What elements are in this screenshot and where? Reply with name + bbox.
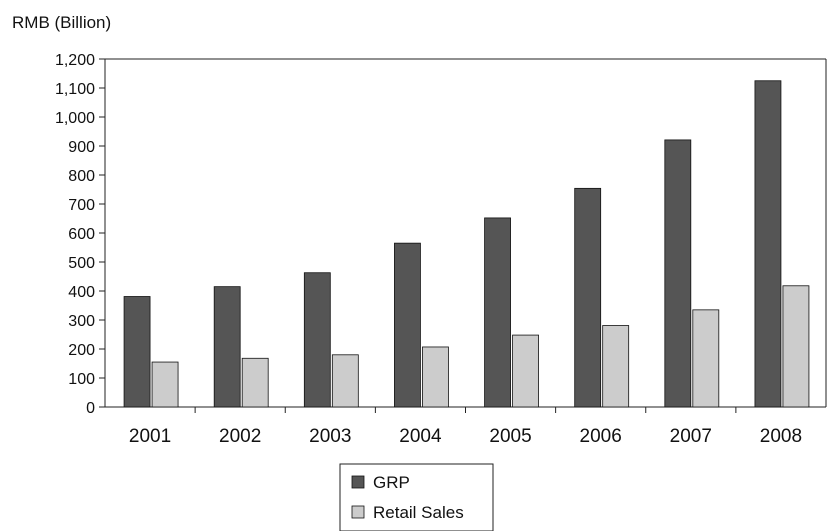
- grp-bar-2004: [394, 242, 421, 408]
- retail-sales-bar-2003: [331, 354, 359, 408]
- legend-swatch: [351, 505, 365, 519]
- x-tick-label: 2003: [309, 426, 351, 447]
- retail-sales-bar-2006: [602, 325, 630, 408]
- x-tick-label: 2007: [670, 426, 712, 447]
- grp-bar-2007: [664, 139, 692, 408]
- x-tick-label: 2001: [129, 426, 171, 447]
- x-axis-ticks: [194, 407, 737, 413]
- y-tick-label: 900: [68, 139, 95, 156]
- y-tick-label: 1,100: [55, 81, 95, 98]
- y-unit-label: RMB (Billion): [12, 13, 111, 32]
- grp-bar-2005: [484, 217, 511, 408]
- retail-sales-bar-2007: [692, 309, 720, 408]
- bars: [123, 80, 810, 408]
- x-tick-label: 2006: [580, 426, 622, 447]
- grp-bar-2008: [754, 80, 782, 408]
- x-tick-label: 2005: [489, 426, 531, 447]
- y-tick-label: 800: [68, 168, 95, 185]
- x-tick-label: 2002: [219, 426, 261, 447]
- retail-sales-bar-2004: [422, 346, 449, 408]
- retail-sales-bar-2002: [241, 357, 269, 408]
- retail-sales-bar-2005: [512, 334, 539, 408]
- legend-box: [339, 463, 494, 531]
- y-tick-label: 1,000: [55, 110, 95, 127]
- y-tick-label: 200: [68, 342, 95, 359]
- grp-bar-2006: [574, 187, 602, 408]
- y-tick-label: 100: [68, 371, 95, 388]
- grp-bar-2003: [303, 272, 331, 408]
- legend-label: Retail Sales: [373, 503, 464, 522]
- legend-swatch: [351, 475, 365, 489]
- y-tick-label: 700: [68, 197, 95, 214]
- y-tick-label: 300: [68, 313, 95, 330]
- y-tick-label: 400: [68, 284, 95, 301]
- y-tick-label: 600: [68, 226, 95, 243]
- grp-bar-2002: [213, 286, 241, 408]
- retail-sales-bar-2001: [151, 361, 179, 408]
- legend: GRP Retail Sales: [339, 463, 494, 531]
- y-tick-label: 1,200: [55, 52, 95, 69]
- y-axis-ticks: 0 100 200 300 400 500 600 700 800 900 1,000 1,100 1,…: [55, 52, 105, 417]
- y-tick-label: 500: [68, 255, 95, 272]
- legend-label: GRP: [373, 473, 410, 492]
- grp-bar-2001: [123, 296, 151, 408]
- retail-sales-bar-2008: [782, 285, 810, 408]
- x-tick-label: 2004: [399, 426, 442, 447]
- y-tick-label: 0: [86, 400, 95, 417]
- x-tick-label: 2008: [760, 426, 802, 447]
- x-axis-labels: 2001 2002 2003 2004 2005 2006 2007 2008: [129, 426, 802, 447]
